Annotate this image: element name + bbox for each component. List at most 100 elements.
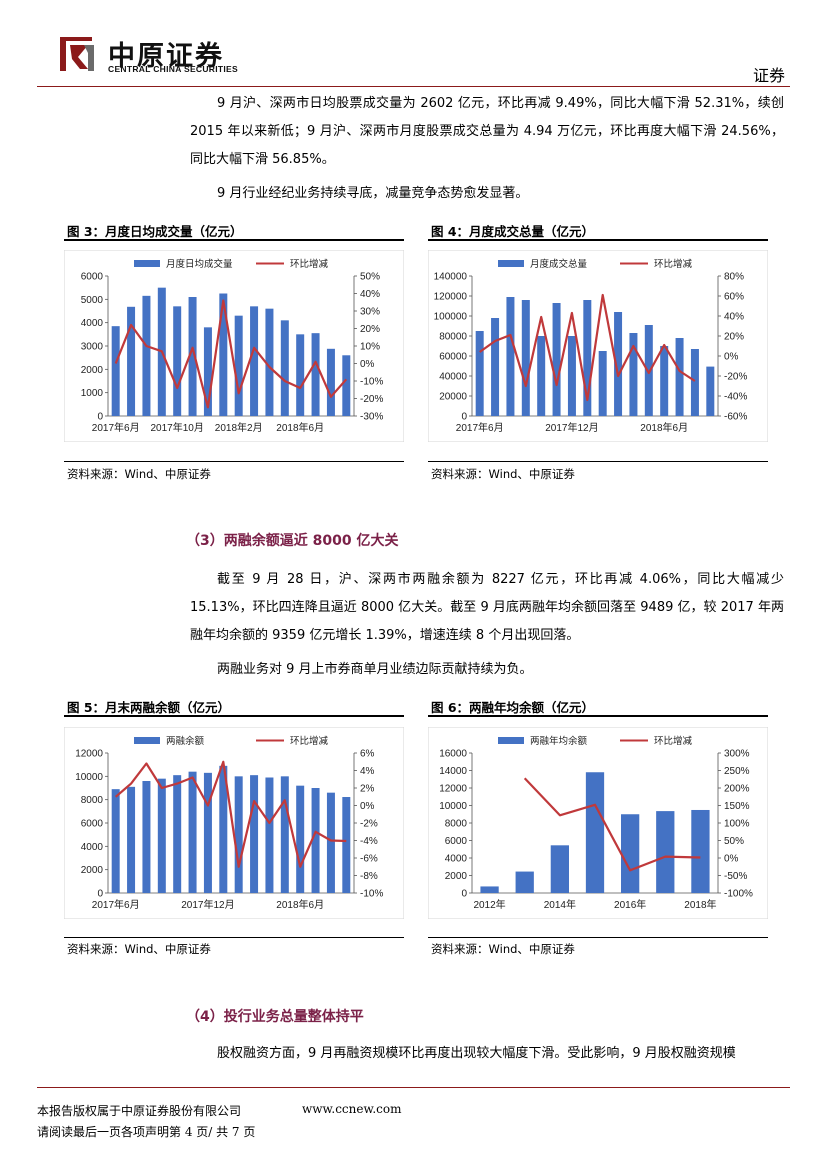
y-tick-label-right: 0%: [360, 801, 375, 812]
y-tick-label-right: 0%: [724, 352, 739, 363]
bar-2017-09: [521, 300, 530, 416]
y-tick-label-left: 2000: [81, 365, 104, 376]
y-tick-label-right: -50%: [724, 871, 747, 882]
bar-2012: [480, 886, 499, 893]
fig6-source: 资料来源：Wind、中原证券: [431, 942, 575, 956]
bar-2017-06: [475, 331, 484, 416]
section-heading-4: （4）投行业务总量整体持平: [186, 1009, 364, 1025]
y-tick-label-right: -20%: [724, 372, 747, 383]
bar-2013: [515, 871, 534, 893]
legend-bar-label: 月度日均成交量: [166, 258, 233, 270]
legend-bar-label: 两融年均余额: [530, 735, 588, 747]
y-tick-label-right: -10%: [360, 377, 383, 388]
y-tick-label-left: 14000: [439, 766, 467, 777]
legend-bar-swatch: [134, 737, 160, 744]
x-tick-label: 2012年: [473, 898, 505, 911]
y-tick-label-left: 60000: [439, 352, 467, 363]
bar-2018-06: [660, 346, 669, 416]
y-tick-label-left: 1000: [81, 388, 104, 399]
x-tick-label: 2017年6月: [456, 421, 504, 434]
bar-2015: [585, 772, 605, 893]
fig6-chart: 两融年均余额 环比增减 0 2000 4000 6000 8000 10000 12000 140…: [428, 727, 768, 919]
bar-2018-03: [250, 306, 259, 416]
fig4-source: 资料来源：Wind、中原证券: [431, 467, 575, 481]
footer-copyright: 本报告版权属于中原证券股份有限公司: [37, 1104, 242, 1118]
y-tick-label-right: 0%: [360, 359, 375, 370]
bar-2017-11: [188, 771, 197, 893]
y-tick-label-right: 150%: [724, 801, 750, 812]
logo-cn-text: 中原证券: [108, 41, 224, 72]
y-tick-label-left: 0: [97, 889, 103, 900]
line-series-mom: [523, 777, 701, 872]
bar-2018-06: [296, 334, 305, 416]
bar-2018-04: [629, 333, 638, 416]
y-tick-label-right: 4%: [360, 766, 375, 777]
fig6-source-rule: [428, 937, 768, 938]
line-series-mom: [114, 760, 347, 868]
footer-page-info: 请阅读最后一页各项声明第 4 页/ 共 7 页: [37, 1125, 256, 1139]
bar-2018-08: [690, 349, 699, 416]
bar-2017-06: [111, 326, 120, 416]
y-tick-label-right: 60%: [724, 292, 744, 303]
x-tick-label: 2018年: [684, 898, 716, 911]
bar-2018-04: [265, 308, 274, 416]
y-tick-label-right: 6%: [360, 749, 375, 760]
fig5-chart: 两融余额 环比增减 0 2000 4000 6000 8000 10000 12000 -10% -…: [64, 727, 404, 919]
bar-2017-06: [111, 789, 120, 893]
bar-2017-09: [157, 778, 166, 893]
y-tick-label-left: 2000: [81, 865, 104, 876]
y-tick-label-left: 100000: [434, 312, 468, 323]
y-tick-label-left: 4000: [81, 842, 104, 853]
y-tick-label-left: 8000: [81, 795, 104, 806]
line-series-mom: [114, 299, 348, 409]
bar-2017-08: [142, 781, 151, 893]
legend-line-label: 环比增减: [654, 258, 693, 270]
x-tick-label: 2017年6月: [92, 898, 140, 911]
paragraph-5: 股权融资方面，9 月再融资规模环比再度出现较大幅度下滑。受此影响，9 月股权融资…: [217, 1046, 736, 1061]
y-tick-label-left: 0: [461, 889, 467, 900]
bar-2018-09: [342, 355, 351, 416]
bar-2018-02: [234, 315, 243, 416]
y-tick-label-right: 100%: [724, 819, 750, 830]
section-heading-3: （3）两融余额逼近 8000 亿大关: [186, 533, 399, 549]
bar-2017-07: [127, 306, 136, 416]
bar-2017-12: [567, 336, 576, 416]
fig5-top-rule: [64, 715, 404, 717]
y-tick-label-right: -6%: [360, 854, 378, 865]
y-tick-label-right: 10%: [360, 342, 380, 353]
y-tick-label-right: 80%: [724, 272, 744, 283]
y-tick-label-left: 12000: [439, 784, 467, 795]
x-tick-label: 2018年6月: [276, 898, 324, 911]
y-tick-label-right: -10%: [360, 889, 383, 900]
bar-2018-01: [583, 300, 592, 416]
y-tick-label-right: 0%: [724, 854, 739, 865]
y-tick-label-right: 200%: [724, 784, 750, 795]
bar-2017-10: [173, 306, 182, 416]
y-tick-label-left: 40000: [439, 372, 467, 383]
footer-rule: [37, 1087, 790, 1088]
y-tick-label-left: 0: [461, 412, 467, 423]
x-tick-label: 2016年: [614, 898, 646, 911]
y-tick-label-right: -2%: [360, 819, 378, 830]
fig3-source-rule: [64, 461, 404, 462]
y-tick-label-right: 40%: [360, 289, 380, 300]
fig3-chart: 月度日均成交量 环比增减 0 1000 2000 3000 4000 5000 6000 -30%…: [64, 250, 404, 442]
legend-bar-label: 两融余额: [166, 735, 205, 747]
fig4-top-rule: [428, 239, 768, 241]
fig3-title: 图 3：月度日均成交量（亿元）: [67, 224, 243, 239]
paragraph-1: 9 月沪、深两市日均股票成交量为 2602 亿元，环比再减 9.49%，同比大幅…: [190, 96, 785, 167]
footer-url[interactable]: www.ccnew.com: [302, 1102, 402, 1116]
y-tick-label-right: 300%: [724, 749, 750, 760]
bar-2017-11: [552, 303, 561, 416]
y-tick-label-left: 4000: [81, 318, 104, 329]
bar-2018-07: [311, 333, 320, 416]
fig6-title: 图 6：两融年均余额（亿元）: [431, 700, 595, 715]
x-tick-label: 2014年: [544, 898, 576, 911]
y-tick-label-left: 0: [97, 412, 103, 423]
fig5-source-rule: [64, 937, 404, 938]
paragraph-4: 两融业务对 9 月上市券商单月业绩边际贡献持续为负。: [217, 662, 533, 677]
fig4-title: 图 4：月度成交总量（亿元）: [431, 224, 595, 239]
legend-line-label: 环比增减: [290, 735, 329, 747]
y-tick-label-right: -4%: [360, 836, 378, 847]
y-tick-label-left: 16000: [439, 749, 467, 760]
